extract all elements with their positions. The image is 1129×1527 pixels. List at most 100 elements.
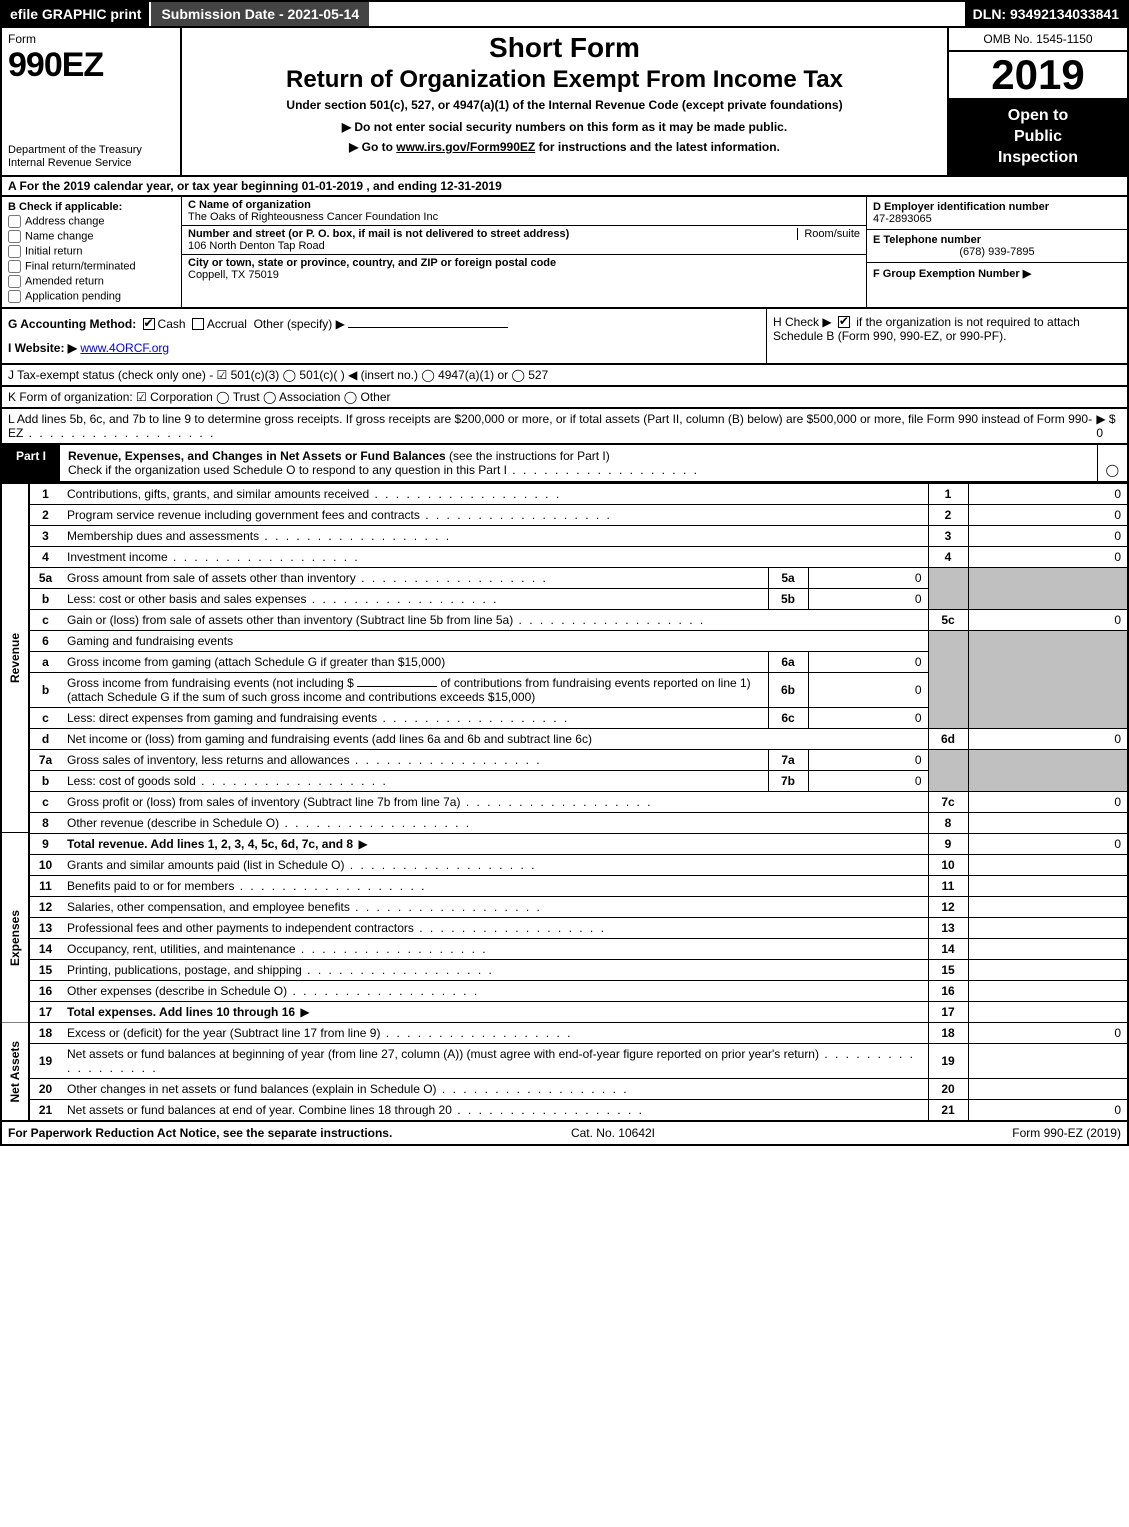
l5c-num: c: [29, 609, 61, 630]
f-label: F Group Exemption Number ▶: [873, 268, 1031, 280]
addr-value: 106 North Denton Tap Road: [188, 240, 325, 252]
l20-desc: Other changes in net assets or fund bala…: [61, 1078, 928, 1099]
l2-desc: Program service revenue including govern…: [61, 504, 928, 525]
l20-amt: [968, 1078, 1128, 1099]
section-def: D Employer identification number 47-2893…: [867, 197, 1127, 307]
city-label: City or town, state or province, country…: [188, 257, 556, 269]
l7b-shaded-amt: [968, 770, 1128, 791]
l17-desc-b: Total expenses. Add lines 10 through 16: [67, 1005, 295, 1019]
l7a-num: 7a: [29, 749, 61, 770]
chk-name-change[interactable]: Name change: [8, 230, 175, 243]
line-6: 6 Gaming and fundraising events: [1, 630, 1128, 651]
l14-desc: Occupancy, rent, utilities, and maintena…: [61, 938, 928, 959]
chk-cash[interactable]: [143, 318, 155, 330]
chk-application-pending-box[interactable]: [8, 290, 21, 303]
l7b-mini: 7b: [768, 770, 808, 791]
line-9: 9 Total revenue. Add lines 1, 2, 3, 4, 5…: [1, 833, 1128, 854]
website-link[interactable]: www.4ORCF.org: [80, 341, 169, 355]
l6b-mini: 6b: [768, 672, 808, 707]
e-value: (678) 939-7895: [873, 246, 1121, 258]
chk-h[interactable]: [838, 316, 850, 328]
l5b-num: b: [29, 588, 61, 609]
l8-num: 8: [29, 812, 61, 833]
l11-num: 11: [29, 875, 61, 896]
subtitle-2: ▶ Do not enter social security numbers o…: [192, 120, 937, 134]
line-12: 12 Salaries, other compensation, and emp…: [1, 896, 1128, 917]
form-word: Form: [8, 32, 174, 46]
l7c-box: 7c: [928, 791, 968, 812]
l15-desc: Printing, publications, postage, and shi…: [61, 959, 928, 980]
l7c-num: c: [29, 791, 61, 812]
row-l-text: L Add lines 5b, 6c, and 7b to line 9 to …: [8, 412, 1096, 440]
tax-year: 2019: [949, 52, 1127, 100]
l6b-blank[interactable]: [357, 686, 437, 687]
line-5b: b Less: cost or other basis and sales ex…: [1, 588, 1128, 609]
l6c-num: c: [29, 707, 61, 728]
l17-num: 17: [29, 1001, 61, 1022]
l7b-desc: Less: cost of goods sold: [61, 770, 768, 791]
l10-desc: Grants and similar amounts paid (list in…: [61, 854, 928, 875]
d-label: D Employer identification number: [873, 201, 1049, 213]
line-3: 3 Membership dues and assessments 3 0: [1, 525, 1128, 546]
row-l: L Add lines 5b, 6c, and 7b to line 9 to …: [0, 409, 1129, 445]
c-label: C Name of organization: [188, 199, 311, 211]
l5a-num: 5a: [29, 567, 61, 588]
line-11: 11 Benefits paid to or for members 11: [1, 875, 1128, 896]
l4-desc: Investment income: [61, 546, 928, 567]
chk-address-change-box[interactable]: [8, 215, 21, 228]
side-revenue: Revenue: [1, 483, 29, 833]
l5a-mini: 5a: [768, 567, 808, 588]
chk-application-pending[interactable]: Application pending: [8, 290, 175, 303]
part1-zero[interactable]: ◯: [1097, 445, 1127, 481]
chk-address-change[interactable]: Address change: [8, 215, 175, 228]
l16-num: 16: [29, 980, 61, 1001]
l18-desc: Excess or (deficit) for the year (Subtra…: [61, 1022, 928, 1043]
section-h: H Check ▶ if the organization is not req…: [767, 309, 1127, 363]
l9-num: 9: [29, 833, 61, 854]
f-cell: F Group Exemption Number ▶: [867, 263, 1127, 284]
l6-num: 6: [29, 630, 61, 651]
line-13: 13 Professional fees and other payments …: [1, 917, 1128, 938]
line-6b: b Gross income from fundraising events (…: [1, 672, 1128, 707]
chk-amended-return[interactable]: Amended return: [8, 275, 175, 288]
l6c-desc: Less: direct expenses from gaming and fu…: [61, 707, 768, 728]
b-heading: B Check if applicable:: [8, 201, 175, 213]
side-netassets: Net Assets: [1, 1022, 29, 1121]
chk-final-return-box[interactable]: [8, 260, 21, 273]
chk-amended-return-box[interactable]: [8, 275, 21, 288]
l13-box: 13: [928, 917, 968, 938]
department-label: Department of the Treasury Internal Reve…: [8, 144, 174, 170]
chk-final-return[interactable]: Final return/terminated: [8, 260, 175, 273]
line-17: 17 Total expenses. Add lines 10 through …: [1, 1001, 1128, 1022]
chk-initial-return[interactable]: Initial return: [8, 245, 175, 258]
l1-desc: Contributions, gifts, grants, and simila…: [61, 483, 928, 504]
l2-box: 2: [928, 504, 968, 525]
irs-link[interactable]: www.irs.gov/Form990EZ: [396, 140, 535, 154]
l2-num: 2: [29, 504, 61, 525]
l12-amt: [968, 896, 1128, 917]
l9-box: 9: [928, 833, 968, 854]
chk-initial-return-box[interactable]: [8, 245, 21, 258]
chk-name-change-box[interactable]: [8, 230, 21, 243]
row-k: K Form of organization: ☑ Corporation ◯ …: [0, 387, 1129, 409]
l19-box: 19: [928, 1043, 968, 1078]
line-7a: 7a Gross sales of inventory, less return…: [1, 749, 1128, 770]
chk-accrual[interactable]: [192, 318, 204, 330]
part1-title-wrap: Revenue, Expenses, and Changes in Net As…: [60, 445, 1097, 481]
l8-box: 8: [928, 812, 968, 833]
l11-desc: Benefits paid to or for members: [61, 875, 928, 896]
row-gh: G Accounting Method: Cash Accrual Other …: [0, 309, 1129, 365]
efile-label[interactable]: efile GRAPHIC print: [2, 2, 149, 26]
row-l-amt: ▶ $ 0: [1096, 412, 1121, 440]
l7c-amt: 0: [968, 791, 1128, 812]
line-5c: c Gain or (loss) from sale of assets oth…: [1, 609, 1128, 630]
other-specify-line[interactable]: [348, 327, 508, 328]
city-value: Coppell, TX 75019: [188, 269, 279, 281]
line-16: 16 Other expenses (describe in Schedule …: [1, 980, 1128, 1001]
c-address-cell: Room/suite Number and street (or P. O. b…: [182, 226, 866, 255]
l1-amt: 0: [968, 483, 1128, 504]
l12-num: 12: [29, 896, 61, 917]
l6a-mini: 6a: [768, 651, 808, 672]
chk-application-pending-label: Application pending: [25, 290, 121, 302]
c-city-cell: City or town, state or province, country…: [182, 255, 866, 283]
